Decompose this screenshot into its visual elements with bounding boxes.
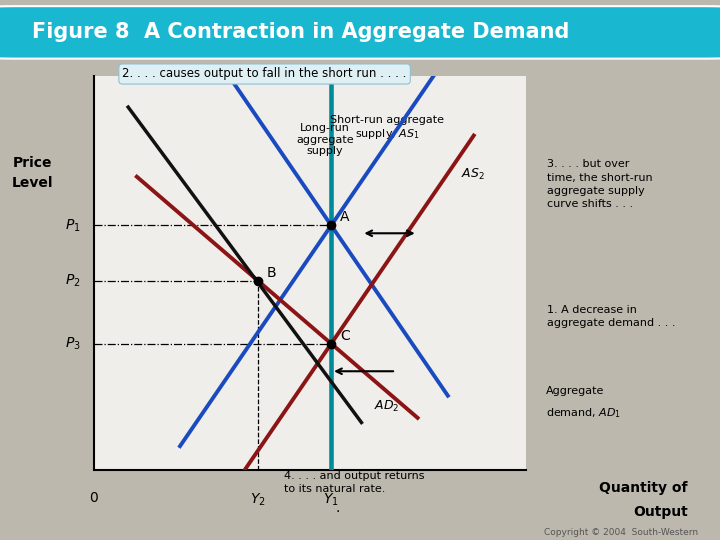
Text: Output: Output [633, 505, 688, 519]
Text: $P_2$: $P_2$ [65, 272, 81, 289]
Text: Price
Level: Price Level [12, 156, 53, 190]
Text: Short-run aggregate
supply, $AS_1$: Short-run aggregate supply, $AS_1$ [330, 115, 444, 141]
Text: Quantity of: Quantity of [599, 481, 688, 495]
Text: $P_3$: $P_3$ [65, 335, 81, 352]
FancyBboxPatch shape [0, 6, 720, 59]
Text: $AD_2$: $AD_2$ [374, 399, 400, 414]
Text: demand, $AD_1$: demand, $AD_1$ [546, 406, 621, 420]
Text: .: . [336, 501, 340, 515]
Text: Copyright © 2004  South-Western: Copyright © 2004 South-Western [544, 528, 698, 537]
Text: $Y_2$: $Y_2$ [250, 491, 266, 508]
Text: 0: 0 [89, 491, 98, 505]
Text: Long-run
aggregate
supply: Long-run aggregate supply [296, 123, 354, 156]
Text: B: B [266, 266, 276, 280]
Text: $P_1$: $P_1$ [65, 217, 81, 234]
Text: $AS_2$: $AS_2$ [461, 167, 485, 181]
Text: 4. . . . and output returns
to its natural rate.: 4. . . . and output returns to its natur… [284, 471, 425, 494]
Text: $Y_1$: $Y_1$ [323, 491, 339, 508]
Text: C: C [340, 329, 350, 343]
Text: 1. A decrease in
aggregate demand . . .: 1. A decrease in aggregate demand . . . [547, 305, 675, 328]
Text: Figure 8  A Contraction in Aggregate Demand: Figure 8 A Contraction in Aggregate Dema… [32, 22, 569, 43]
Text: A: A [340, 211, 349, 225]
Text: Aggregate: Aggregate [546, 386, 604, 396]
Text: 3. . . . but over
time, the short-run
aggregate supply
curve shifts . . .: 3. . . . but over time, the short-run ag… [547, 159, 652, 209]
Text: 2. . . . causes output to fall in the short run . . . .: 2. . . . causes output to fall in the sh… [122, 68, 407, 80]
